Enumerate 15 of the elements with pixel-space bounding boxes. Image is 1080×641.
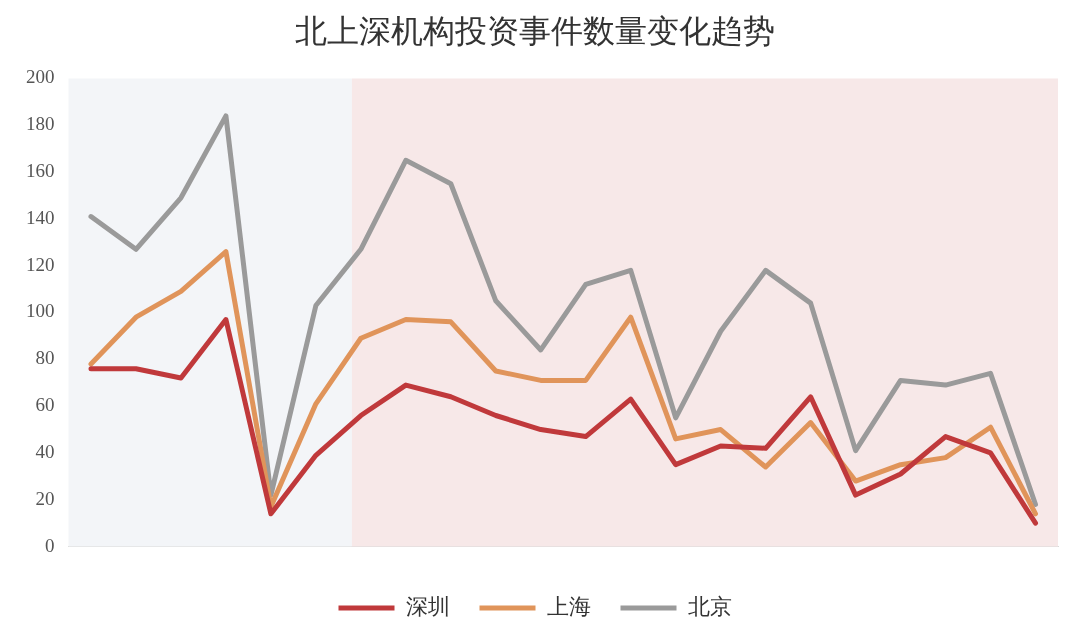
y-tick-label: 0 bbox=[45, 534, 55, 556]
y-tick-label: 120 bbox=[26, 253, 55, 275]
y-tick-label: 140 bbox=[26, 206, 55, 228]
legend-label: 上海 bbox=[546, 593, 591, 619]
y-tick-label: 200 bbox=[26, 66, 55, 88]
chart-title: 北上深机构投资事件数量变化趋势 bbox=[295, 12, 775, 49]
y-tick-label: 160 bbox=[26, 160, 55, 182]
y-tick-label: 60 bbox=[35, 394, 55, 416]
y-tick-label: 20 bbox=[35, 487, 55, 509]
y-tick-label: 180 bbox=[26, 113, 55, 135]
y-tick-label: 100 bbox=[26, 300, 55, 322]
y-tick-label: 40 bbox=[35, 440, 55, 462]
y-tick-label: 80 bbox=[35, 347, 55, 369]
legend-label: 北京 bbox=[687, 593, 732, 619]
legend-label: 深圳 bbox=[405, 593, 450, 619]
